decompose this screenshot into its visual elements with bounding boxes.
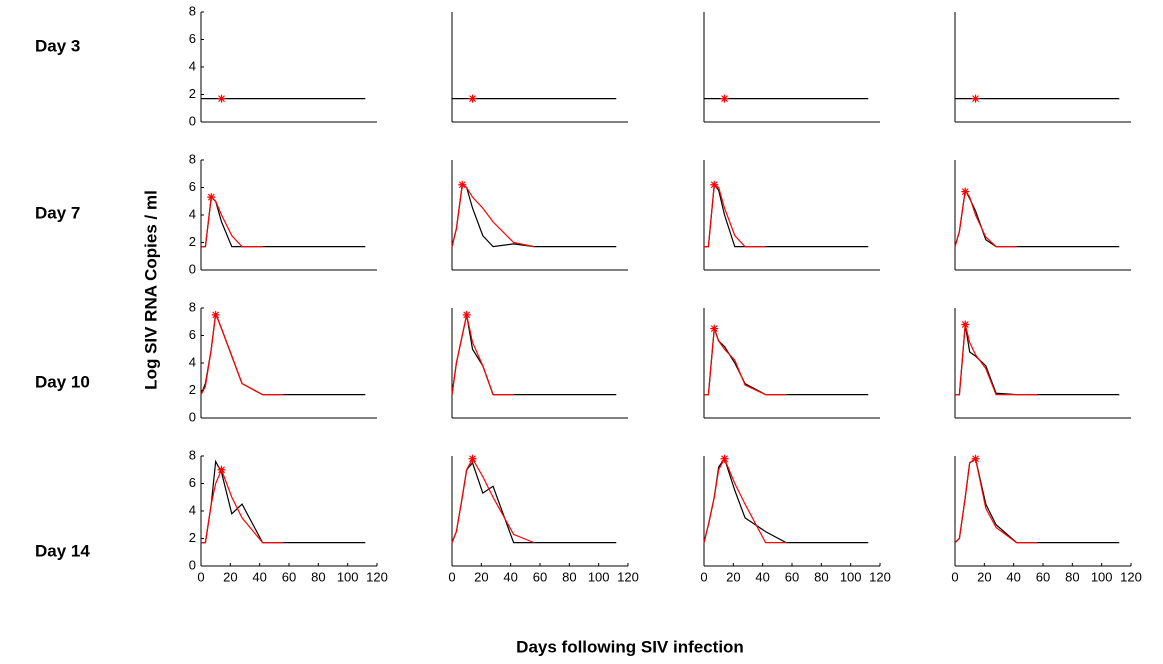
- x-tick-label: 60: [785, 569, 799, 584]
- data-line: [201, 459, 366, 544]
- data-line: [703, 457, 787, 544]
- data-line: [451, 183, 535, 248]
- y-tick-label: 0: [189, 409, 196, 424]
- peak-marker: [710, 180, 719, 189]
- data-line: [451, 457, 535, 544]
- x-tick-label: 80: [562, 569, 576, 584]
- peak-marker: [971, 94, 980, 103]
- peak-marker: [720, 454, 729, 463]
- peak-marker: [468, 94, 477, 103]
- y-tick-label: 2: [189, 86, 196, 101]
- data-line: [200, 313, 284, 396]
- row-label: Day 7: [35, 203, 80, 222]
- y-tick-label: 0: [189, 261, 196, 276]
- peak-marker: [961, 187, 970, 196]
- y-tick-label: 4: [189, 354, 196, 369]
- x-tick-label: 100: [1091, 569, 1113, 584]
- peak-marker: [458, 180, 467, 189]
- x-tick-label: 100: [337, 569, 359, 584]
- x-tick-label: 80: [814, 569, 828, 584]
- x-tick-label: 60: [533, 569, 547, 584]
- row-label: Day 10: [35, 372, 90, 391]
- y-axis-label: Log SIV RNA Copies / ml: [141, 190, 160, 390]
- y-tick-label: 8: [189, 3, 196, 18]
- x-tick-label: 20: [223, 569, 237, 584]
- x-tick-label: 120: [366, 569, 388, 584]
- data-line: [451, 183, 617, 248]
- peak-marker: [468, 454, 477, 463]
- data-line: [704, 328, 787, 396]
- y-tick-label: 6: [189, 475, 196, 490]
- x-tick-label: 60: [1036, 569, 1050, 584]
- x-tick-label: 0: [951, 569, 958, 584]
- data-line: [703, 457, 869, 544]
- y-tick-label: 2: [189, 234, 196, 249]
- data-line: [955, 324, 1038, 396]
- y-tick-label: 2: [189, 382, 196, 397]
- y-tick-label: 0: [189, 113, 196, 128]
- peak-marker: [217, 94, 226, 103]
- x-tick-label: 0: [448, 569, 455, 584]
- data-line: [451, 461, 617, 544]
- peak-marker: [211, 310, 220, 319]
- y-tick-label: 6: [189, 179, 196, 194]
- peak-marker: [217, 465, 226, 474]
- x-axis-label: Days following SIV infection: [516, 637, 744, 656]
- x-tick-label: 80: [311, 569, 325, 584]
- x-tick-label: 40: [755, 569, 769, 584]
- y-tick-label: 8: [189, 447, 196, 462]
- peak-marker: [720, 94, 729, 103]
- peak-marker: [710, 324, 719, 333]
- row-label: Day 14: [35, 541, 90, 560]
- y-tick-label: 8: [189, 299, 196, 314]
- y-tick-label: 0: [189, 557, 196, 572]
- data-line: [954, 188, 1017, 248]
- data-line: [200, 313, 366, 396]
- x-tick-label: 80: [1065, 569, 1079, 584]
- y-tick-label: 6: [189, 327, 196, 342]
- data-line: [954, 457, 1120, 544]
- data-line: [954, 188, 1120, 248]
- x-tick-label: 40: [252, 569, 266, 584]
- y-tick-label: 4: [189, 502, 196, 517]
- data-line: [201, 195, 366, 248]
- row-label: Day 3: [35, 36, 80, 55]
- x-tick-label: 40: [503, 569, 517, 584]
- y-tick-label: 6: [189, 31, 196, 46]
- x-tick-label: 100: [588, 569, 610, 584]
- y-tick-label: 4: [189, 206, 196, 221]
- data-line: [704, 328, 869, 396]
- y-tick-label: 8: [189, 151, 196, 166]
- x-tick-label: 100: [840, 569, 862, 584]
- x-tick-label: 40: [1006, 569, 1020, 584]
- x-tick-label: 20: [726, 569, 740, 584]
- y-tick-label: 4: [189, 58, 196, 73]
- data-line: [704, 183, 766, 248]
- peak-marker: [971, 454, 980, 463]
- data-line: [451, 314, 514, 396]
- x-tick-label: 20: [474, 569, 488, 584]
- x-tick-label: 120: [617, 569, 639, 584]
- y-tick-label: 2: [189, 530, 196, 545]
- peak-marker: [961, 320, 970, 329]
- data-line: [954, 457, 1038, 544]
- peak-marker: [207, 193, 216, 202]
- data-line: [704, 183, 869, 248]
- data-line: [201, 195, 263, 248]
- data-line: [451, 314, 617, 396]
- x-tick-label: 20: [977, 569, 991, 584]
- x-tick-label: 60: [282, 569, 296, 584]
- x-tick-label: 0: [197, 569, 204, 584]
- x-tick-label: 120: [1120, 569, 1142, 584]
- x-tick-label: 0: [700, 569, 707, 584]
- peak-marker: [462, 310, 471, 319]
- x-tick-label: 120: [869, 569, 891, 584]
